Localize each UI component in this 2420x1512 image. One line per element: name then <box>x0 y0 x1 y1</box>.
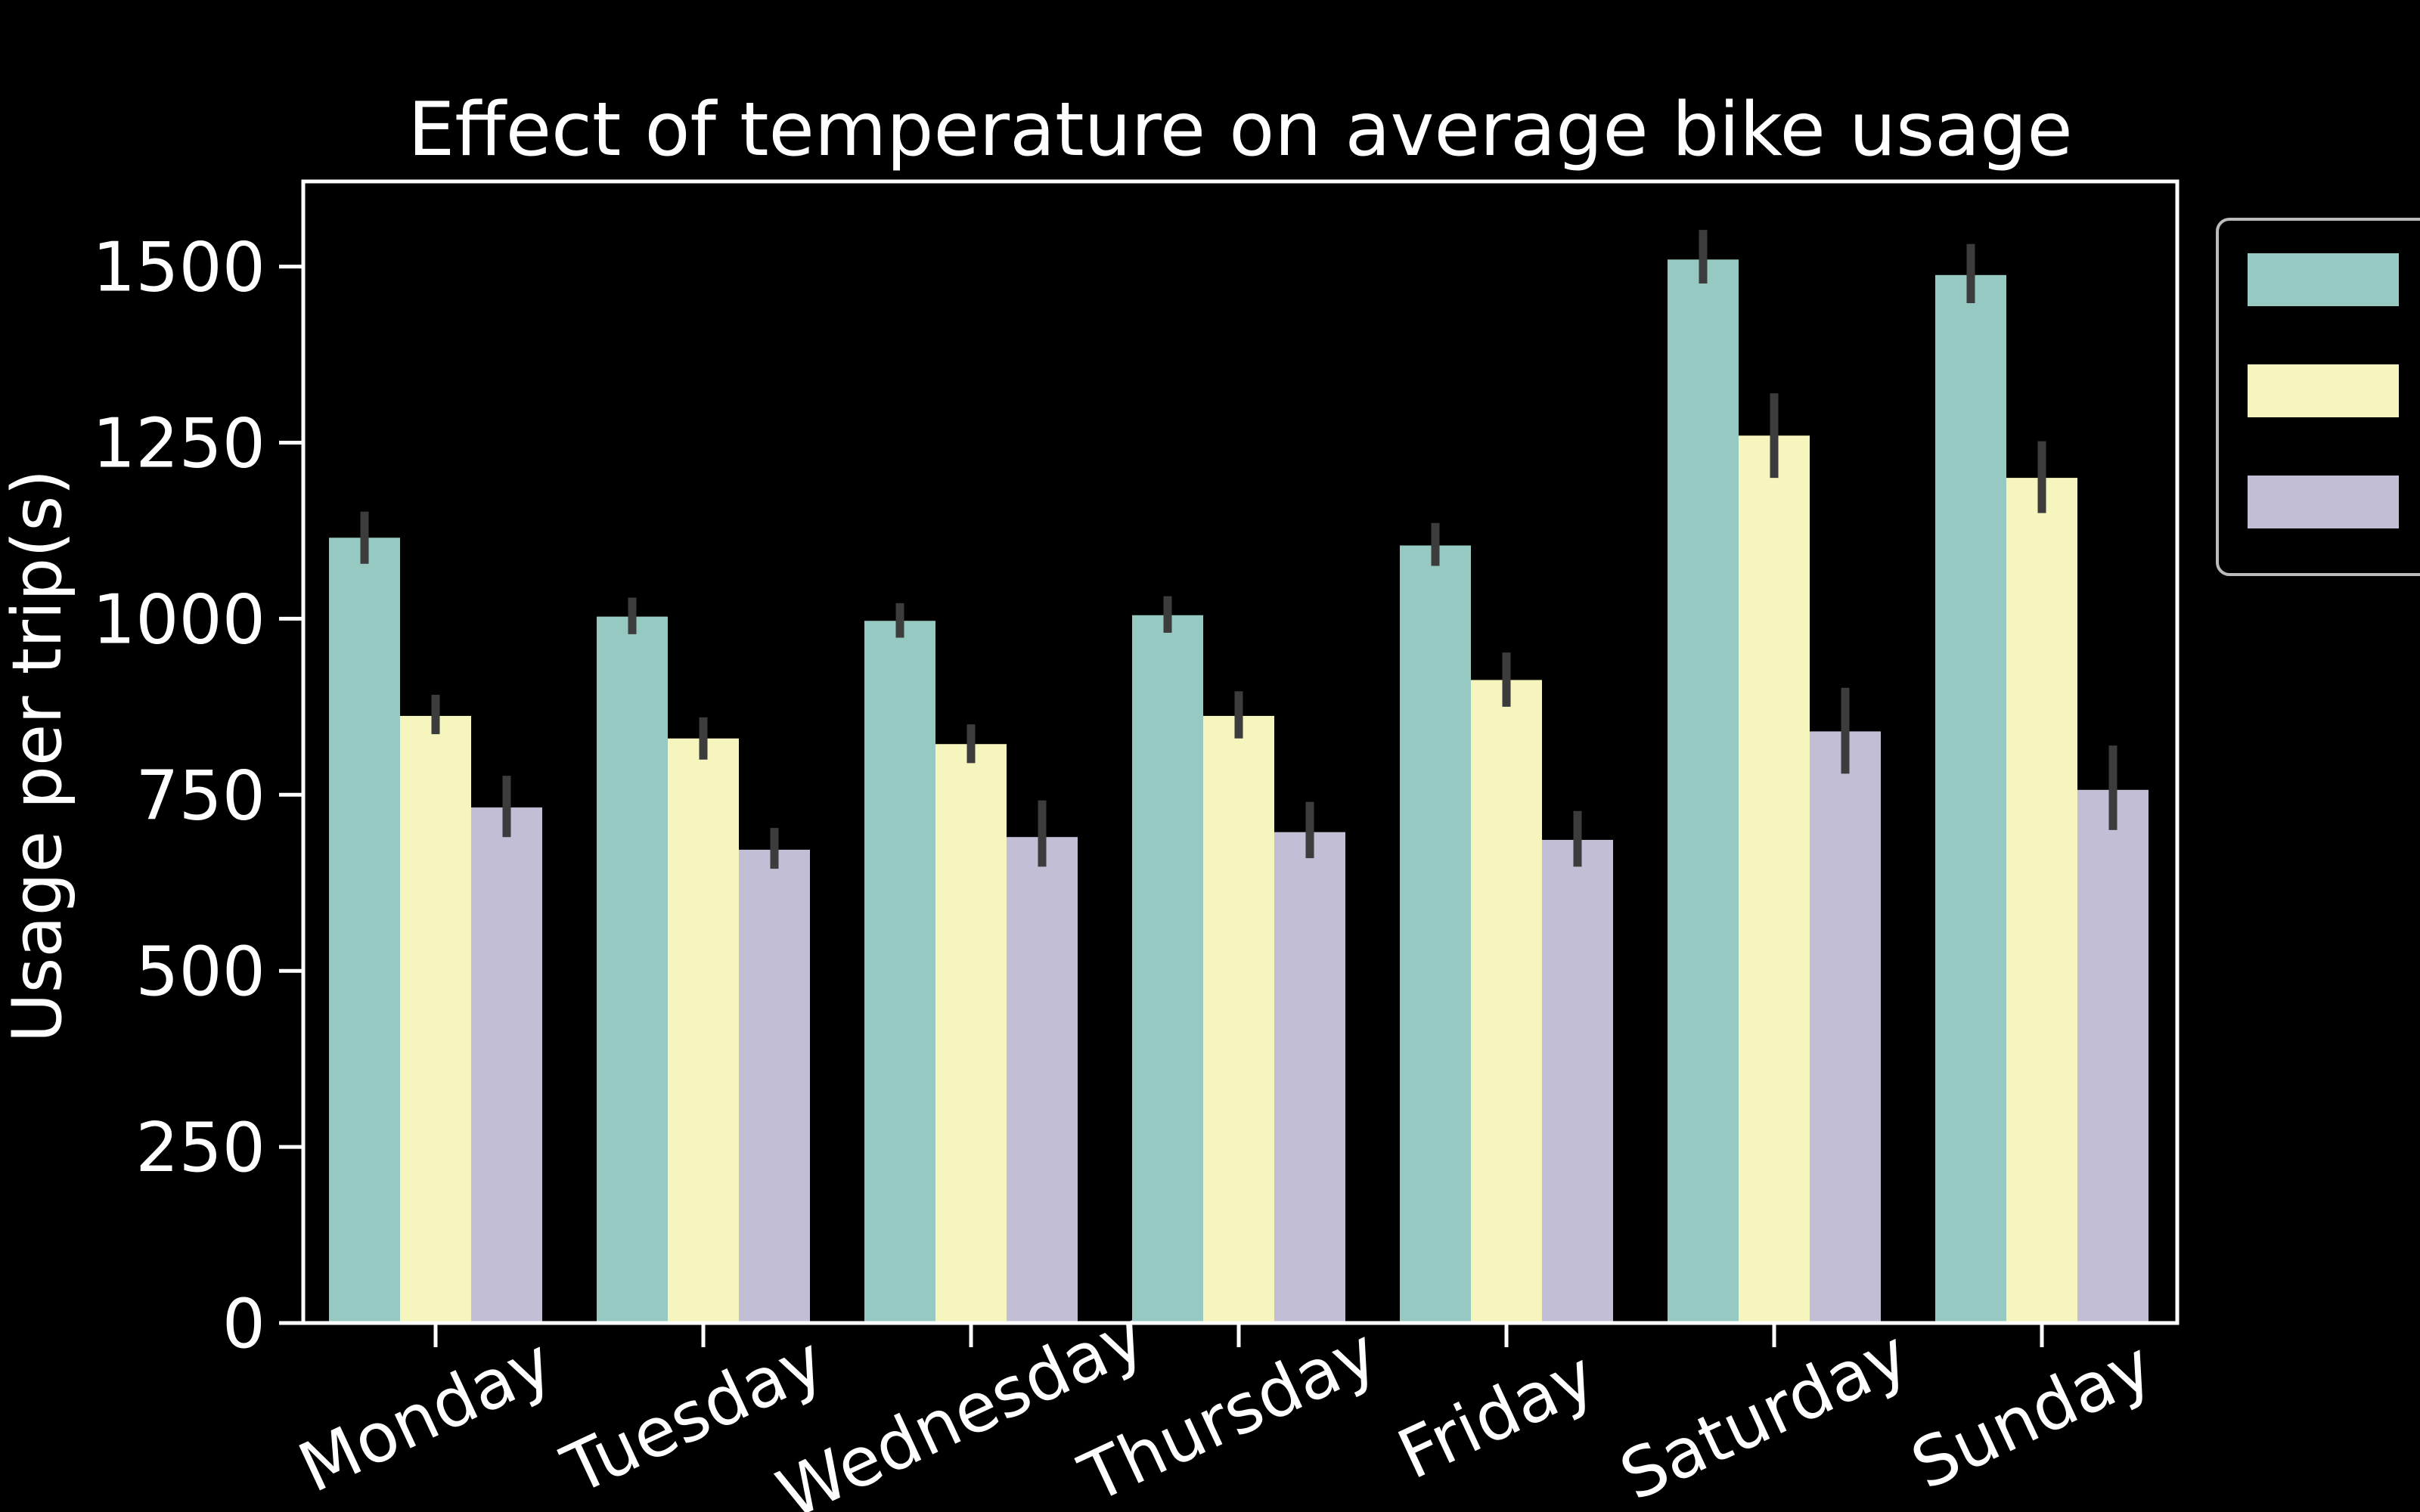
bar-saturday-s1 <box>1668 259 1739 1324</box>
bar-thursday-s2 <box>1203 715 1274 1323</box>
bar-tuesday-s2 <box>668 738 739 1323</box>
y-tick-label: 1000 <box>92 580 265 659</box>
x-tick-label: Friday <box>1386 1336 1607 1495</box>
bar-friday-s2 <box>1471 680 1542 1323</box>
bar-saturday-s2 <box>1739 435 1810 1323</box>
bar-sunday-s3 <box>2077 789 2149 1323</box>
y-axis: 0 250 500 750 1000 1250 1500 <box>92 228 303 1364</box>
bar-wednesday-s2 <box>935 744 1007 1323</box>
legend <box>2216 218 2420 576</box>
bar-monday-s1 <box>329 538 400 1323</box>
chart-title: Effect of temperature on average bike us… <box>408 87 2072 173</box>
y-tick-label: 0 <box>222 1284 265 1364</box>
bar-thursday-s1 <box>1132 615 1203 1323</box>
bar-saturday-s3 <box>1810 731 1881 1323</box>
x-tick-label: Saturday <box>1609 1315 1920 1512</box>
bar-friday-s3 <box>1542 839 1613 1323</box>
legend-swatch-s1 <box>2248 253 2399 306</box>
bar-wednesday-s3 <box>1007 837 1078 1323</box>
error-bars-layer <box>360 230 2118 869</box>
bar-monday-s3 <box>471 807 542 1323</box>
y-tick-label: 750 <box>135 756 265 835</box>
bar-tuesday-s3 <box>739 849 810 1323</box>
y-tick-label: 1250 <box>92 404 265 484</box>
bar-sunday-s2 <box>2006 478 2077 1323</box>
bar-thursday-s3 <box>1274 832 1345 1323</box>
legend-swatch-s3 <box>2248 476 2399 528</box>
y-tick-label: 500 <box>135 932 265 1012</box>
y-tick-label: 250 <box>135 1108 265 1188</box>
bar-tuesday-s1 <box>597 616 668 1323</box>
y-axis-label: Usage per trip(s) <box>0 469 77 1043</box>
x-tick-label: Monday <box>287 1323 564 1508</box>
bar-wednesday-s1 <box>864 621 935 1323</box>
bar-friday-s1 <box>1400 545 1471 1323</box>
x-tick-label: Sunday <box>1900 1326 2164 1505</box>
bar-monday-s2 <box>400 715 471 1323</box>
legend-swatch-s2 <box>2248 364 2399 417</box>
y-tick-label: 1500 <box>92 228 265 308</box>
bars-layer <box>329 259 2149 1324</box>
bar-sunday-s1 <box>1935 274 2006 1324</box>
